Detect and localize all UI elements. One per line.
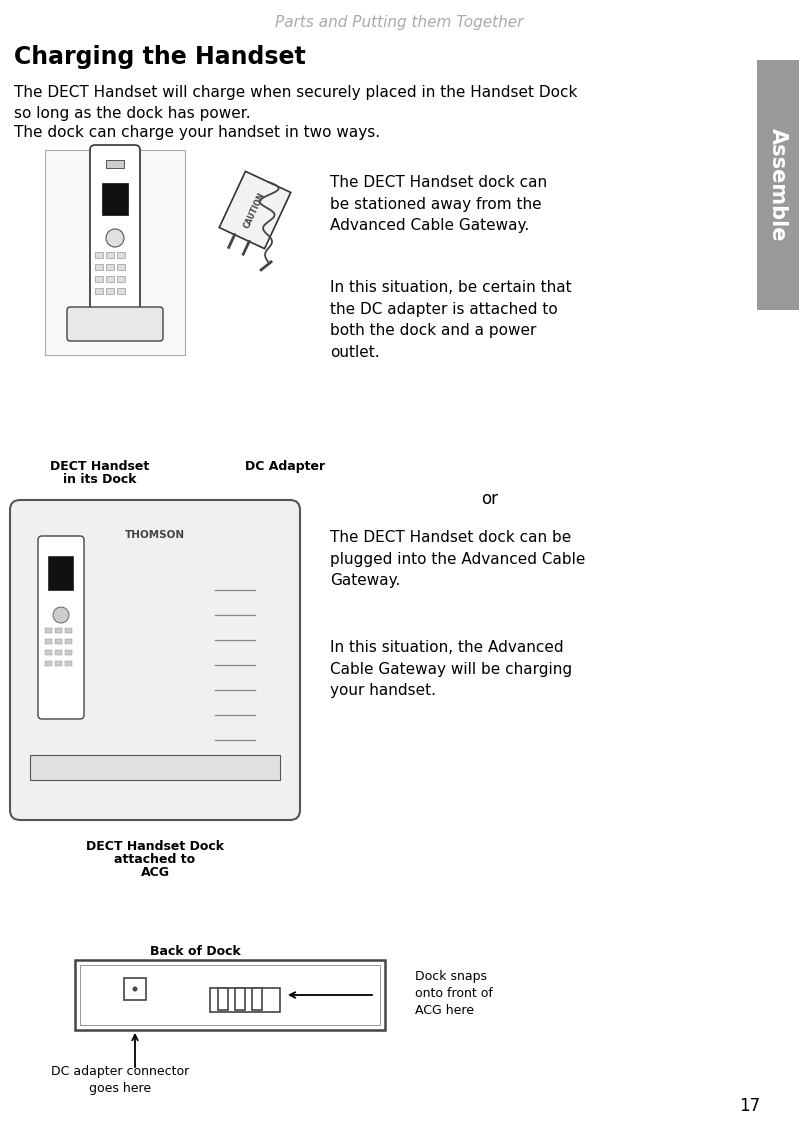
Bar [117,288,125,294]
Bar [55,628,62,633]
Bar [55,650,62,655]
Bar [45,661,52,666]
Bar [95,264,103,270]
Text: The DECT Handset will charge when securely placed in the Handset Dock
so long as: The DECT Handset will charge when secure… [14,85,578,121]
Text: In this situation, the Advanced
Cable Gateway will be charging
your handset.: In this situation, the Advanced Cable Ga… [330,640,572,698]
Text: CAUTION: CAUTION [243,191,268,229]
Bar [117,276,125,281]
Bar [45,628,52,633]
Text: The DECT Handset dock can
be stationed away from the
Advanced Cable Gateway.: The DECT Handset dock can be stationed a… [330,175,547,233]
Bar [95,276,103,281]
Bar [106,252,114,258]
Text: Dock snaps
onto front of
ACG here: Dock snaps onto front of ACG here [415,970,493,1017]
Text: The DECT Handset dock can be
plugged into the Advanced Cable
Gateway.: The DECT Handset dock can be plugged int… [330,530,586,588]
Bar [124,978,146,1000]
Bar [45,650,52,655]
FancyBboxPatch shape [67,306,163,340]
Bar [55,639,62,644]
Bar [65,661,72,666]
Bar [106,264,114,270]
Text: ACG: ACG [141,866,169,878]
FancyBboxPatch shape [45,150,185,355]
Bar [106,276,114,281]
Bar [65,639,72,644]
Bar [30,755,280,780]
Bar [117,264,125,270]
Bar [65,650,72,655]
Polygon shape [219,171,291,249]
Bar [757,60,799,310]
Bar [65,628,72,633]
FancyBboxPatch shape [38,536,84,718]
Bar [45,639,52,644]
Bar [117,252,125,258]
Text: Parts and Putting them Together: Parts and Putting them Together [275,15,523,30]
Circle shape [53,607,69,623]
Bar [210,987,280,1012]
Text: Charging the Handset: Charging the Handset [14,45,306,69]
Bar [48,556,73,590]
Text: The dock can charge your handset in two ways.: The dock can charge your handset in two … [14,125,380,140]
FancyBboxPatch shape [90,145,140,316]
Bar [80,965,380,1025]
Text: or: or [482,490,499,508]
Text: DECT Handset: DECT Handset [50,460,149,473]
Circle shape [133,986,137,992]
Text: Back of Dock: Back of Dock [149,945,240,958]
Text: DECT Handset Dock: DECT Handset Dock [86,840,224,854]
Bar [106,160,124,168]
Bar [218,987,228,1010]
Circle shape [106,229,124,247]
Text: attached to: attached to [114,854,196,866]
Text: Assemble: Assemble [768,128,788,242]
Bar [102,183,128,215]
Text: DC adapter connector
goes here: DC adapter connector goes here [51,1065,189,1095]
Text: THOMSON: THOMSON [125,530,185,540]
Bar [106,288,114,294]
Bar [235,987,245,1010]
Text: In this situation, be certain that
the DC adapter is attached to
both the dock a: In this situation, be certain that the D… [330,280,571,360]
Bar [252,987,262,1010]
FancyBboxPatch shape [10,501,300,819]
Bar [55,661,62,666]
Bar [95,252,103,258]
Text: in its Dock: in its Dock [63,473,137,486]
Bar [75,960,385,1029]
Bar [95,288,103,294]
Text: DC Adapter: DC Adapter [245,460,325,473]
Text: 17: 17 [739,1098,760,1115]
